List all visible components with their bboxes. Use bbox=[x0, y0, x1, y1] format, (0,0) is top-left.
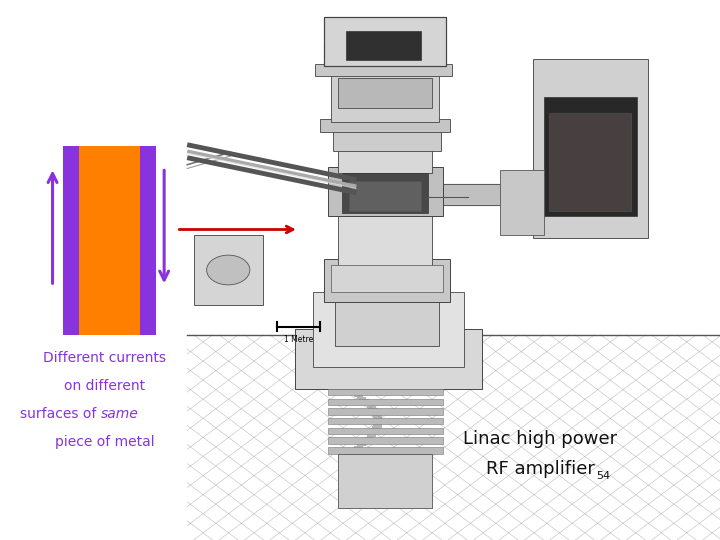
Text: 54: 54 bbox=[596, 471, 611, 481]
Text: Different currents: Different currents bbox=[43, 351, 166, 365]
Bar bbox=[328, 447, 443, 454]
Bar bbox=[320, 119, 450, 132]
Text: piece of metal: piece of metal bbox=[55, 435, 154, 449]
Bar bbox=[335, 292, 439, 346]
Bar bbox=[315, 64, 452, 76]
Bar bbox=[331, 265, 443, 292]
Text: Linac high power: Linac high power bbox=[463, 430, 617, 448]
Bar bbox=[500, 170, 544, 235]
Bar bbox=[328, 428, 443, 434]
Bar bbox=[342, 173, 428, 213]
Bar bbox=[549, 113, 631, 211]
Ellipse shape bbox=[207, 255, 250, 285]
Bar bbox=[533, 59, 648, 238]
Bar bbox=[63, 146, 79, 335]
Bar bbox=[295, 329, 482, 389]
Bar bbox=[79, 146, 140, 335]
Text: 1 Metre: 1 Metre bbox=[284, 335, 313, 344]
Bar bbox=[338, 454, 432, 508]
Bar bbox=[328, 408, 443, 415]
Bar bbox=[313, 292, 464, 367]
Bar bbox=[194, 235, 263, 305]
Bar bbox=[338, 205, 432, 270]
Bar bbox=[331, 73, 439, 122]
Bar bbox=[324, 17, 446, 66]
Bar bbox=[324, 259, 450, 302]
Text: same: same bbox=[101, 407, 138, 421]
Bar bbox=[328, 399, 443, 405]
Bar bbox=[328, 167, 443, 216]
Text: RF amplifier: RF amplifier bbox=[485, 460, 595, 478]
Bar bbox=[338, 78, 432, 108]
Bar bbox=[328, 418, 443, 424]
Text: on different: on different bbox=[64, 379, 145, 393]
Bar bbox=[349, 181, 421, 211]
Bar bbox=[140, 146, 156, 335]
Bar bbox=[328, 389, 443, 395]
Text: surfaces of: surfaces of bbox=[20, 407, 101, 421]
Bar bbox=[328, 437, 443, 444]
Bar bbox=[324, 17, 446, 66]
Bar bbox=[338, 140, 432, 173]
Bar bbox=[346, 31, 421, 60]
Bar bbox=[333, 130, 441, 151]
Bar bbox=[432, 184, 533, 205]
Bar bbox=[544, 97, 637, 216]
